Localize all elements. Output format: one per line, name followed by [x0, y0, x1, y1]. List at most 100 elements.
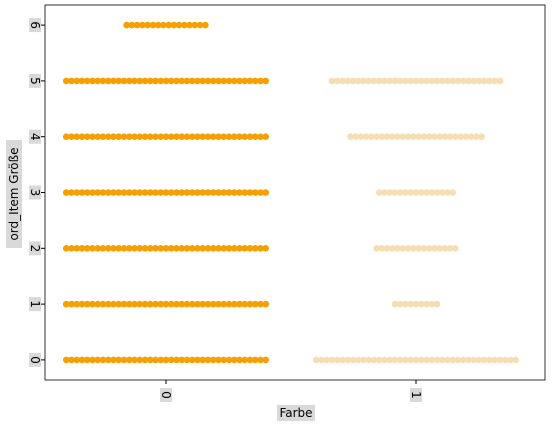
swarm-dot — [236, 77, 243, 85]
y-tick-label: 2 — [28, 244, 42, 252]
swarm-dot — [473, 133, 480, 140]
swarm-dot — [438, 189, 446, 196]
swarm-dot — [423, 77, 430, 85]
swarm-dot — [141, 133, 149, 140]
swarm-dot — [78, 300, 86, 308]
swarm-dot — [204, 133, 212, 140]
swarm-dot — [157, 356, 165, 364]
swarm-dot — [131, 189, 138, 196]
swarm-dot — [399, 245, 407, 252]
swarm-dot — [373, 133, 380, 140]
swarm-dot — [89, 245, 96, 252]
swarm-dot — [349, 356, 357, 364]
swarm-dot — [162, 77, 170, 85]
swarm-dot — [262, 77, 270, 85]
swarm-dot — [191, 21, 199, 29]
swarm-dot — [375, 356, 383, 364]
swarm-dot — [62, 300, 70, 308]
y-tick-label-bg — [29, 129, 41, 144]
swarm-dot — [199, 356, 207, 364]
y-tick-label-bg — [29, 352, 41, 367]
swarm-dot — [225, 77, 233, 85]
swarm-dot — [333, 77, 341, 85]
y-tick-label-bg — [29, 18, 41, 33]
swarm-dot — [131, 356, 138, 364]
swarm-dot — [428, 356, 436, 364]
swarm-dot — [354, 77, 362, 85]
swarm-dot — [215, 245, 222, 252]
swarm-dot — [215, 189, 222, 196]
swarm-dot — [141, 356, 149, 364]
swarm-dot — [194, 189, 201, 196]
swarm-dot — [115, 245, 123, 252]
y-label-bg — [6, 140, 22, 248]
swarm-dot — [165, 21, 172, 29]
swarm-dot — [173, 245, 180, 252]
y-tick-label-bg — [29, 241, 41, 256]
swarm-dot — [110, 300, 117, 308]
swarm-dot — [162, 133, 170, 140]
swarm-dot — [209, 77, 217, 85]
swarm-dot — [365, 77, 373, 85]
swarm-dot — [394, 133, 401, 140]
swarm-dot — [323, 356, 331, 364]
swarm-dot — [68, 189, 75, 196]
swarm-dot — [162, 189, 170, 196]
swarm-dot — [209, 245, 217, 252]
swarm-dot — [433, 300, 441, 308]
swarm-dot — [167, 77, 175, 85]
swarm-dot — [417, 300, 425, 308]
swarm-dot — [480, 356, 488, 364]
swarm-dot — [225, 245, 233, 252]
swarm-dot — [454, 77, 462, 85]
swarm-dot — [446, 133, 454, 140]
swarm-dot — [391, 356, 399, 364]
swarm-dot — [375, 189, 383, 196]
swarm-dot — [425, 245, 433, 252]
swarm-dot — [125, 300, 133, 308]
swarm-dot — [209, 133, 217, 140]
swarm-dot — [188, 356, 196, 364]
swarm-dot — [73, 133, 81, 140]
swarm-dot — [417, 189, 425, 196]
swarm-dot — [204, 300, 212, 308]
swarm-dot — [120, 300, 128, 308]
swarm-dot — [225, 356, 233, 364]
swarm-dot — [68, 300, 75, 308]
swarm-dot — [360, 356, 367, 364]
swarm-dot — [149, 21, 157, 29]
swarm-dot — [383, 245, 391, 252]
swarm-dot — [104, 245, 112, 252]
swarm-dot — [423, 356, 430, 364]
swarm-dot — [215, 300, 222, 308]
swarm-dot — [178, 77, 186, 85]
swarm-dot — [467, 133, 475, 140]
swarm-dot — [115, 189, 123, 196]
swarm-dot — [251, 245, 259, 252]
swarm-dot — [199, 300, 207, 308]
swarm-dot — [241, 356, 249, 364]
swarm-dot — [99, 77, 107, 85]
swarm-dot — [257, 77, 264, 85]
swarm-dot — [496, 77, 504, 85]
swarm-dot — [438, 356, 446, 364]
swarm-dot — [120, 133, 128, 140]
swarm-dot — [444, 356, 451, 364]
swarm-dot — [415, 133, 422, 140]
swarm-dot — [68, 356, 75, 364]
swarm-dot — [370, 77, 378, 85]
swarm-dot — [220, 133, 228, 140]
swarm-dot — [486, 77, 493, 85]
swarm-dot — [115, 356, 123, 364]
swarm-dot — [357, 133, 365, 140]
swarm-dot — [236, 189, 243, 196]
swarm-dot — [146, 245, 154, 252]
swarm-dot — [125, 356, 133, 364]
swarm-dot — [188, 245, 196, 252]
swarm-dot — [407, 356, 415, 364]
swarm-dot — [402, 77, 409, 85]
swarm-dot — [478, 133, 485, 140]
swarm-dot — [407, 300, 415, 308]
swarm-dot — [257, 245, 264, 252]
swarm-dot — [220, 189, 228, 196]
